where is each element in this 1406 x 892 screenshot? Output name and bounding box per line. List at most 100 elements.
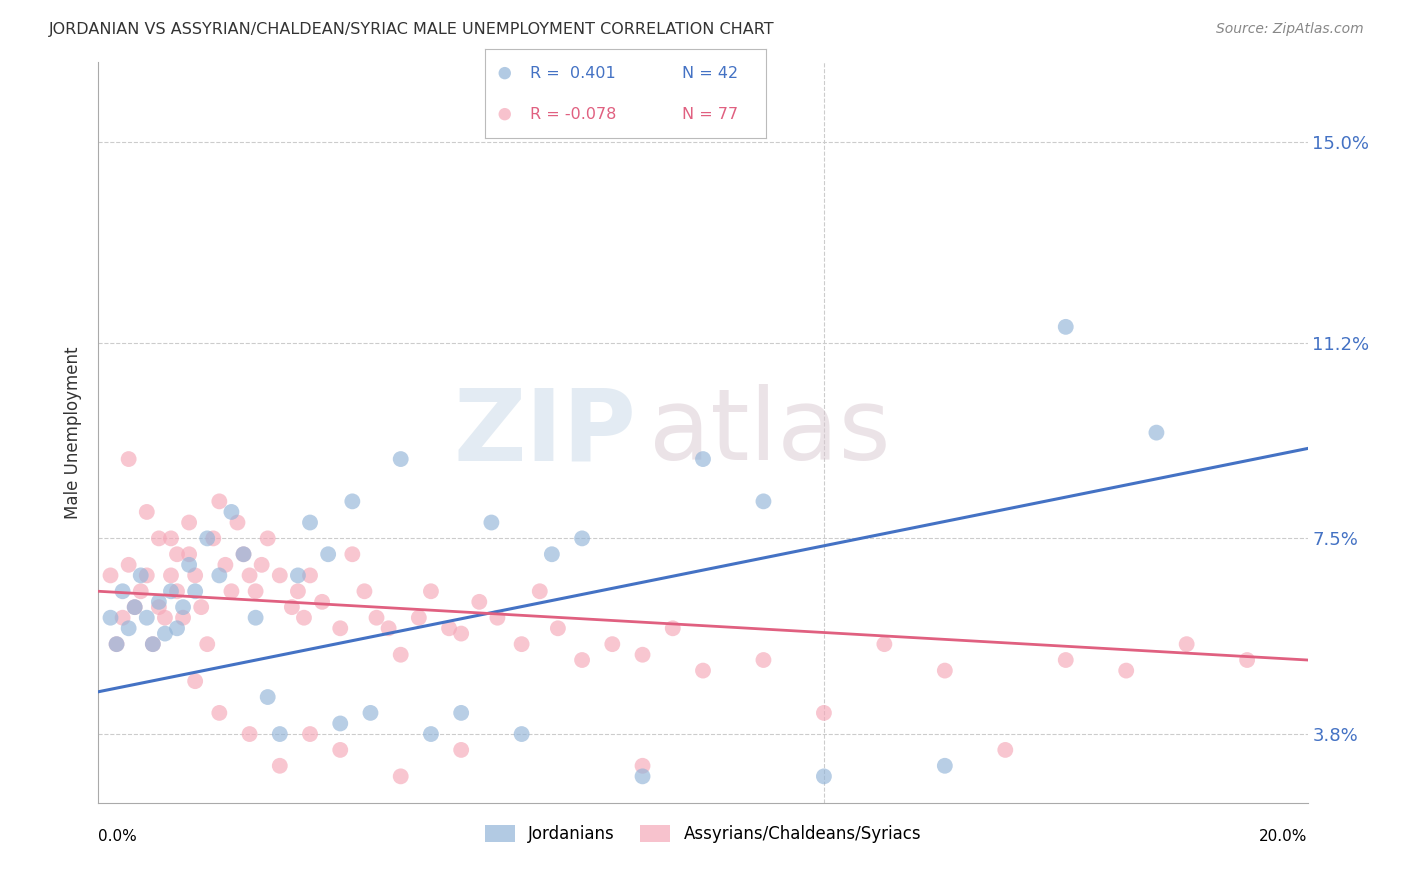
Point <box>631 769 654 783</box>
Point <box>202 532 225 546</box>
Point <box>135 568 157 582</box>
Text: 0.0%: 0.0% <box>98 830 138 844</box>
Point <box>208 568 231 582</box>
Point <box>226 516 249 530</box>
Text: 20.0%: 20.0% <box>1260 830 1308 844</box>
Point <box>166 547 188 561</box>
Point <box>195 637 218 651</box>
Point <box>752 494 775 508</box>
Point <box>602 637 624 651</box>
Point <box>118 621 141 635</box>
Point <box>692 664 714 678</box>
Point <box>299 727 322 741</box>
Point <box>389 452 412 467</box>
Point <box>377 621 399 635</box>
Y-axis label: Male Unemployment: Male Unemployment <box>65 346 83 519</box>
Point <box>111 584 134 599</box>
Point <box>1115 664 1137 678</box>
Point <box>692 452 714 467</box>
Point <box>311 595 333 609</box>
Point <box>232 547 254 561</box>
Point <box>366 611 388 625</box>
Point <box>287 584 309 599</box>
Point <box>329 716 352 731</box>
Point <box>994 743 1017 757</box>
Point <box>250 558 273 572</box>
Point <box>105 637 128 651</box>
Point <box>269 758 291 772</box>
Point <box>208 494 231 508</box>
Point <box>510 727 533 741</box>
Text: Source: ZipAtlas.com: Source: ZipAtlas.com <box>1216 22 1364 37</box>
Point <box>239 727 262 741</box>
Point <box>873 637 896 651</box>
Point <box>1175 637 1198 651</box>
Point <box>148 532 170 546</box>
Text: R =  0.401: R = 0.401 <box>530 66 616 80</box>
Point <box>494 66 516 80</box>
Point <box>529 584 551 599</box>
Point <box>329 743 352 757</box>
Point <box>389 769 412 783</box>
Text: ZIP: ZIP <box>454 384 637 481</box>
Point <box>214 558 236 572</box>
Point <box>256 690 278 704</box>
Point <box>172 600 194 615</box>
Point <box>420 727 443 741</box>
Point <box>100 568 122 582</box>
Point <box>571 532 593 546</box>
Point <box>153 611 176 625</box>
Point <box>661 621 683 635</box>
Point <box>360 706 382 720</box>
Point <box>160 532 183 546</box>
Point <box>510 637 533 651</box>
Point <box>329 621 352 635</box>
Text: N = 42: N = 42 <box>682 66 738 80</box>
Point <box>571 653 593 667</box>
Legend: Jordanians, Assyrians/Chaldeans/Syriacs: Jordanians, Assyrians/Chaldeans/Syriacs <box>478 819 928 850</box>
Point <box>752 653 775 667</box>
Point <box>179 547 201 561</box>
Point <box>540 547 562 561</box>
Point <box>389 648 412 662</box>
Point <box>172 611 194 625</box>
Point <box>208 706 231 720</box>
Point <box>160 584 183 599</box>
Point <box>221 584 243 599</box>
Point <box>184 584 207 599</box>
Point <box>118 452 141 467</box>
Point <box>148 600 170 615</box>
Point <box>631 758 654 772</box>
Point <box>437 621 460 635</box>
Point <box>179 558 201 572</box>
Point <box>299 568 322 582</box>
Point <box>232 547 254 561</box>
Point <box>184 568 207 582</box>
Point <box>135 505 157 519</box>
Point <box>299 516 322 530</box>
Point <box>1054 319 1077 334</box>
Point <box>450 706 472 720</box>
Point <box>160 568 183 582</box>
Point <box>1054 653 1077 667</box>
Point <box>813 706 835 720</box>
Point <box>481 516 503 530</box>
Point <box>420 584 443 599</box>
Point <box>245 584 267 599</box>
Point <box>631 648 654 662</box>
Point <box>190 600 212 615</box>
Point <box>934 664 956 678</box>
Point <box>292 611 315 625</box>
Text: atlas: atlas <box>648 384 890 481</box>
Point <box>1236 653 1258 667</box>
Point <box>269 727 291 741</box>
Point <box>281 600 304 615</box>
Point <box>100 611 122 625</box>
Point <box>105 637 128 651</box>
Point <box>239 568 262 582</box>
Point <box>1144 425 1167 440</box>
Point <box>148 595 170 609</box>
Point <box>813 769 835 783</box>
Point <box>450 743 472 757</box>
Point <box>153 626 176 640</box>
